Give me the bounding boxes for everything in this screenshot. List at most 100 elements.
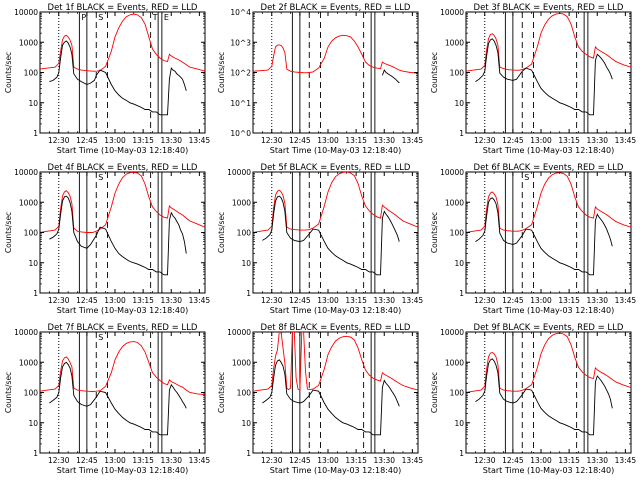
series-lld-line xyxy=(466,332,631,393)
x-axis-label: Start Time (10-May-03 12:18:40) xyxy=(483,306,614,315)
y-tick-label: 10 xyxy=(454,259,464,268)
y-tick-label: 10 xyxy=(28,99,38,108)
series-events-line xyxy=(49,40,187,116)
plot-area xyxy=(40,172,205,293)
x-tick-label: 12:30 xyxy=(474,296,496,305)
y-tick-label: 10^1 xyxy=(230,99,251,108)
y-tick-label: 100 xyxy=(450,389,465,398)
x-tick-label: 13:00 xyxy=(317,136,339,145)
y-tick-label: 100 xyxy=(24,389,39,398)
marker-letter: S xyxy=(524,173,529,182)
y-tick-label: 10 xyxy=(28,419,38,428)
plot-area xyxy=(466,12,631,133)
plot-frame xyxy=(465,331,632,454)
panel-title: Det 5f BLACK = Events, RED = LLD xyxy=(261,163,411,173)
series-lld-line xyxy=(40,13,205,72)
x-tick-label: 13:30 xyxy=(586,136,608,145)
x-tick-label: 12:30 xyxy=(48,296,70,305)
panel-det-2: 10^0 10^1 10^2 10^3 10^4 12:30 12:45 13:00 13:15… xyxy=(217,3,423,155)
y-tick-label: 10000 xyxy=(440,8,464,17)
x-tick-label: 12:45 xyxy=(289,296,311,305)
x-tick-label: 12:30 xyxy=(474,456,496,465)
y-tick-label: 1000 xyxy=(19,358,38,367)
x-tick-label: 12:30 xyxy=(474,136,496,145)
marker-letter: E xyxy=(164,13,169,22)
x-tick-label: 13:30 xyxy=(373,456,395,465)
y-axis-label: Counts/sec xyxy=(217,372,226,413)
y-tick-label: 10 xyxy=(241,259,251,268)
panel-title: Det 9f BLACK = Events, RED = LLD xyxy=(474,323,624,333)
panel-det-8: 1 10 100 1000 10000 12:30 12:45 13:00 13:15 13:30… xyxy=(217,323,423,475)
plot-area xyxy=(40,332,205,453)
panel-title: Det 2f BLACK = Events, RED = LLD xyxy=(261,3,411,13)
plot-frame xyxy=(252,11,419,134)
panel-det-4: 1 10 100 1000 10000 12:30 12:45 13:00 13:15 13:30… xyxy=(4,163,210,315)
x-axis-label: Start Time (10-May-03 12:18:40) xyxy=(270,306,401,315)
x-tick-label: 13:30 xyxy=(586,296,608,305)
x-tick-label: 13:30 xyxy=(373,136,395,145)
x-tick-label: 13:30 xyxy=(373,296,395,305)
x-tick-label: 12:30 xyxy=(261,296,283,305)
series-lld-line xyxy=(40,172,205,233)
x-tick-label: 12:45 xyxy=(76,296,98,305)
x-tick-label: 12:45 xyxy=(289,456,311,465)
x-tick-label: 13:30 xyxy=(586,456,608,465)
y-axis-label: Counts/sec xyxy=(430,372,439,413)
y-tick-label: 1 xyxy=(33,449,38,458)
plot-frame xyxy=(39,331,206,454)
x-tick-label: 13:00 xyxy=(104,136,126,145)
x-tick-label: 12:45 xyxy=(289,136,311,145)
y-tick-label: 1 xyxy=(33,289,38,298)
y-tick-label: 1 xyxy=(459,129,464,138)
series-events-line xyxy=(475,38,613,116)
plot-area xyxy=(253,332,418,453)
series-events-line xyxy=(262,359,400,436)
panel-det-3: 1 10 100 1000 10000 12:30 12:45 13:00 13:15 13:30… xyxy=(430,3,636,155)
x-tick-label: 13:30 xyxy=(160,456,182,465)
x-tick-label: 13:30 xyxy=(160,136,182,145)
y-axis-label: Counts/sec xyxy=(217,52,226,93)
plot-area xyxy=(466,172,631,293)
x-tick-label: 12:30 xyxy=(261,136,283,145)
series-lld-line xyxy=(466,12,631,72)
y-tick-label: 1 xyxy=(246,289,251,298)
y-tick-label: 10 xyxy=(28,259,38,268)
x-tick-label: 13:45 xyxy=(402,456,424,465)
y-tick-label: 1000 xyxy=(445,198,464,207)
plot-frame xyxy=(252,171,419,294)
series-events-line xyxy=(49,195,187,276)
series-lld-line xyxy=(40,341,205,396)
x-axis-label: Start Time (10-May-03 12:18:40) xyxy=(483,466,614,475)
y-tick-label: 10000 xyxy=(14,8,38,17)
y-tick-label: 100 xyxy=(237,389,252,398)
x-tick-label: 12:30 xyxy=(48,456,70,465)
panel-title: Det 4f BLACK = Events, RED = LLD xyxy=(48,163,198,173)
series-events-line xyxy=(475,197,613,276)
x-axis-label: Start Time (10-May-03 12:18:40) xyxy=(270,466,401,475)
panel-det-6: 1 10 100 1000 10000 12:30 12:45 13:00 13:15 13:30… xyxy=(430,163,636,315)
y-tick-label: 1000 xyxy=(445,358,464,367)
x-tick-label: 13:15 xyxy=(345,296,367,305)
marker-letter: P xyxy=(81,13,86,22)
marker-letter: S xyxy=(98,13,103,22)
x-tick-label: 13:45 xyxy=(615,296,637,305)
x-axis-label: Start Time (10-May-03 12:18:40) xyxy=(57,306,188,315)
y-tick-label: 10000 xyxy=(440,168,464,177)
y-axis-label: Counts/sec xyxy=(217,212,226,253)
y-tick-label: 1 xyxy=(246,449,251,458)
y-tick-label: 10 xyxy=(454,99,464,108)
x-tick-label: 13:00 xyxy=(530,296,552,305)
x-tick-label: 12:45 xyxy=(502,296,524,305)
series-events-line xyxy=(262,195,400,276)
y-axis-label: Counts/sec xyxy=(430,212,439,253)
y-tick-label: 1000 xyxy=(445,38,464,47)
series-events-line xyxy=(475,358,613,436)
x-tick-label: 13:45 xyxy=(402,296,424,305)
y-tick-label: 1000 xyxy=(19,38,38,47)
x-tick-label: 13:00 xyxy=(530,456,552,465)
series-lld-line xyxy=(253,332,418,392)
y-axis-label: Counts/sec xyxy=(430,52,439,93)
x-axis-label: Start Time (10-May-03 12:18:40) xyxy=(57,466,188,475)
x-tick-label: 13:00 xyxy=(104,296,126,305)
y-tick-label: 10 xyxy=(241,419,251,428)
